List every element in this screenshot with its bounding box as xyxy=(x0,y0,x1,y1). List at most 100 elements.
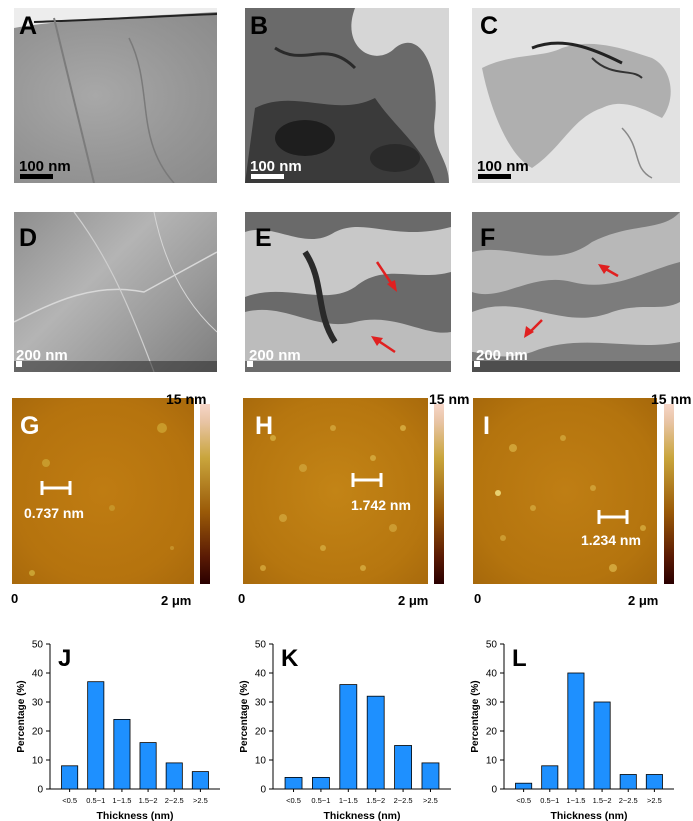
sem-panel-f: F 200 nm xyxy=(472,212,680,372)
scale-bar xyxy=(20,174,53,179)
bar-1~1.5 xyxy=(567,672,585,790)
panel-letter-b: B xyxy=(250,12,269,40)
x-tick-label: 0.5~1 xyxy=(311,796,330,805)
bar->2.5 xyxy=(421,762,440,790)
bar->2.5 xyxy=(191,771,209,790)
y-tick-label: 30 xyxy=(32,698,44,709)
scale-bar xyxy=(478,174,511,179)
thickness-histogram-l: L 0 10 20 30 40 50 <0.5 0.5~1 1~1.5 1.5~2 2~2.5 >2.5… xyxy=(470,640,674,821)
sem-info-bar xyxy=(245,361,451,372)
x-tick-label: 2~2.5 xyxy=(165,796,184,805)
axis-zero-label: 0 xyxy=(11,591,19,606)
graphene-aggregate-image xyxy=(245,8,449,183)
afm-panel-g: G 0.737 nm xyxy=(12,398,194,584)
panel-letter-i: I xyxy=(483,412,490,440)
panel-letter-l: L xyxy=(512,645,527,672)
y-tick-label: 30 xyxy=(255,698,267,709)
bar-1.5~2 xyxy=(139,742,157,790)
panel-letter-j: J xyxy=(58,645,71,672)
y-axis-label: Percentage (%) xyxy=(239,680,250,752)
x-tick-label: 2~2.5 xyxy=(619,796,638,805)
bar-1~1.5 xyxy=(113,719,131,790)
bar-2~2.5 xyxy=(165,762,183,790)
x-tick-label: >2.5 xyxy=(647,796,662,805)
thickness-histogram-j: J 0 10 20 30 40 50 <0.5 0.5~1 1~1.5 1.5~2 2~2.5 >2.5… xyxy=(16,640,220,821)
bar-<0.5 xyxy=(61,765,79,790)
tem-panel-b: B 100 nm xyxy=(245,8,449,183)
sem-panel-e: E 200 nm xyxy=(245,212,451,372)
thickness-measurement: 1.234 nm xyxy=(581,532,641,548)
panel-letter-h: H xyxy=(255,412,274,440)
graphene-sheet-image xyxy=(14,8,217,183)
scale-bar-label: 200 nm xyxy=(476,347,528,364)
x-axis-label: Thickness (nm) xyxy=(550,810,627,821)
height-color-scale xyxy=(200,404,210,584)
axis-width-label: 2 μm xyxy=(398,593,429,608)
sheet-surface-image xyxy=(14,212,217,372)
panel-letter-f: F xyxy=(480,224,496,252)
x-tick-label: <0.5 xyxy=(62,796,77,805)
folded-sheet-image xyxy=(482,41,671,179)
bar->2.5 xyxy=(645,774,663,790)
afm-height-map xyxy=(29,423,174,576)
y-tick-label: 40 xyxy=(486,669,498,680)
layered-sheet-image xyxy=(472,212,680,357)
scale-bar xyxy=(251,174,284,179)
scale-bar xyxy=(16,361,22,367)
measure-marker xyxy=(597,510,629,524)
sem-info-bar xyxy=(472,361,680,372)
bar-<0.5 xyxy=(515,782,533,790)
panel-letter-a: A xyxy=(19,12,38,40)
scale-bar-label: 200 nm xyxy=(16,347,68,364)
bar-2~2.5 xyxy=(619,774,637,790)
x-tick-label: 1.5~2 xyxy=(593,796,612,805)
y-tick-label: 10 xyxy=(32,756,44,767)
y-tick-label: 40 xyxy=(32,669,44,680)
bar-0.5~1 xyxy=(87,681,105,790)
scale-bar xyxy=(247,361,253,367)
scale-max-label: 15 nm xyxy=(166,391,207,407)
scale-bar xyxy=(474,361,480,367)
x-tick-label: 2~2.5 xyxy=(394,796,413,805)
y-tick-label: 50 xyxy=(486,640,498,651)
bar-2~2.5 xyxy=(394,745,412,790)
panel-letter-c: C xyxy=(480,12,499,40)
measure-marker xyxy=(40,481,72,495)
afm-panel-h: H 1.742 nm xyxy=(243,398,428,584)
scale-bar-label: 200 nm xyxy=(249,347,301,364)
y-tick-label: 50 xyxy=(255,640,267,651)
bar-1.5~2 xyxy=(593,701,611,790)
panel-letter-k: K xyxy=(281,645,299,672)
axis-zero-label: 0 xyxy=(474,591,482,606)
x-tick-label: 0.5~1 xyxy=(86,796,105,805)
tem-panel-a: A 100 nm xyxy=(14,8,217,183)
scale-max-label: 15 nm xyxy=(429,391,470,407)
tem-panel-c: C 100 nm xyxy=(472,8,680,183)
axis-width-label: 2 μm xyxy=(628,593,659,608)
wrinkled-aggregate-image xyxy=(245,227,451,372)
x-axis-label: Thickness (nm) xyxy=(323,810,400,821)
x-tick-label: 0.5~1 xyxy=(540,796,559,805)
scale-max-label: 15 nm xyxy=(651,391,692,407)
y-axis-label: Percentage (%) xyxy=(16,680,27,752)
panel-letter-g: G xyxy=(20,412,40,440)
y-tick-label: 0 xyxy=(37,785,43,796)
y-axis-label: Percentage (%) xyxy=(470,680,481,752)
thickness-measurement: 0.737 nm xyxy=(24,505,84,521)
axis-zero-label: 0 xyxy=(238,591,246,606)
bar-1.5~2 xyxy=(366,695,385,790)
axis-width-label: 2 μm xyxy=(161,593,192,608)
afm-height-map xyxy=(260,425,406,571)
afm-panel-i: I 1.234 nm xyxy=(473,398,657,584)
x-tick-label: <0.5 xyxy=(516,796,531,805)
thickness-measurement: 1.742 nm xyxy=(351,497,411,513)
x-tick-label: 1.5~2 xyxy=(366,796,385,805)
y-tick-label: 0 xyxy=(260,785,266,796)
y-tick-label: 10 xyxy=(486,756,498,767)
x-axis-label: Thickness (nm) xyxy=(96,810,173,821)
y-tick-label: 20 xyxy=(32,727,44,738)
sem-panel-d: D 200 nm xyxy=(14,212,217,372)
y-tick-label: 20 xyxy=(255,727,267,738)
x-tick-label: 1~1.5 xyxy=(339,796,358,805)
y-tick-label: 10 xyxy=(255,756,267,767)
